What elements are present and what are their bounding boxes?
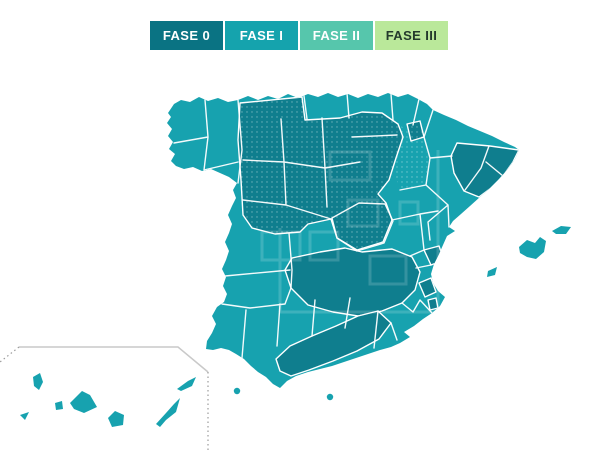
phase-legend: FASE 0 FASE I FASE II FASE III [150,21,448,50]
island-la-palma [33,373,43,390]
legend-item-fase-0: FASE 0 [150,21,223,50]
islands-fase1 [20,226,571,427]
canary-inset-border [0,346,209,452]
province-borders [173,93,504,359]
watermark-rect [398,200,420,226]
region-center-south-fase0 [284,247,421,317]
island-lanzarote [177,377,196,391]
island-menorca [552,226,571,234]
inset-line-solid [19,346,209,373]
legend-item-fase-1: FASE I [225,21,298,50]
legend-label-fase-1: FASE I [239,28,284,43]
inset-line-dotted [0,346,209,452]
region-east-coast-fase0-b [418,277,437,298]
legend-item-fase-2: FASE II [300,21,373,50]
island-la-gomera [55,401,63,410]
legend-label-fase-2: FASE II [312,28,361,43]
melilla-marker [326,393,334,401]
legend-item-fase-3: FASE III [375,21,448,50]
island-gran-canaria [108,411,124,427]
ceuta-marker [233,387,241,395]
watermark-rect [346,198,380,228]
watermark-rect [328,150,372,182]
region-south-fase0 [275,310,392,377]
watermark-rect [260,230,302,262]
watermark-rect [308,230,340,262]
island-mallorca [519,237,546,259]
island-tenerife [70,391,97,413]
watermark-rect [368,254,408,286]
legend-label-fase-3: FASE III [385,28,438,43]
legend-label-fase-0: FASE 0 [162,28,211,43]
province-border-lines [173,93,504,359]
island-el-hierro [20,412,29,420]
island-fuerteventura [156,398,180,427]
island-ibiza [487,267,497,277]
